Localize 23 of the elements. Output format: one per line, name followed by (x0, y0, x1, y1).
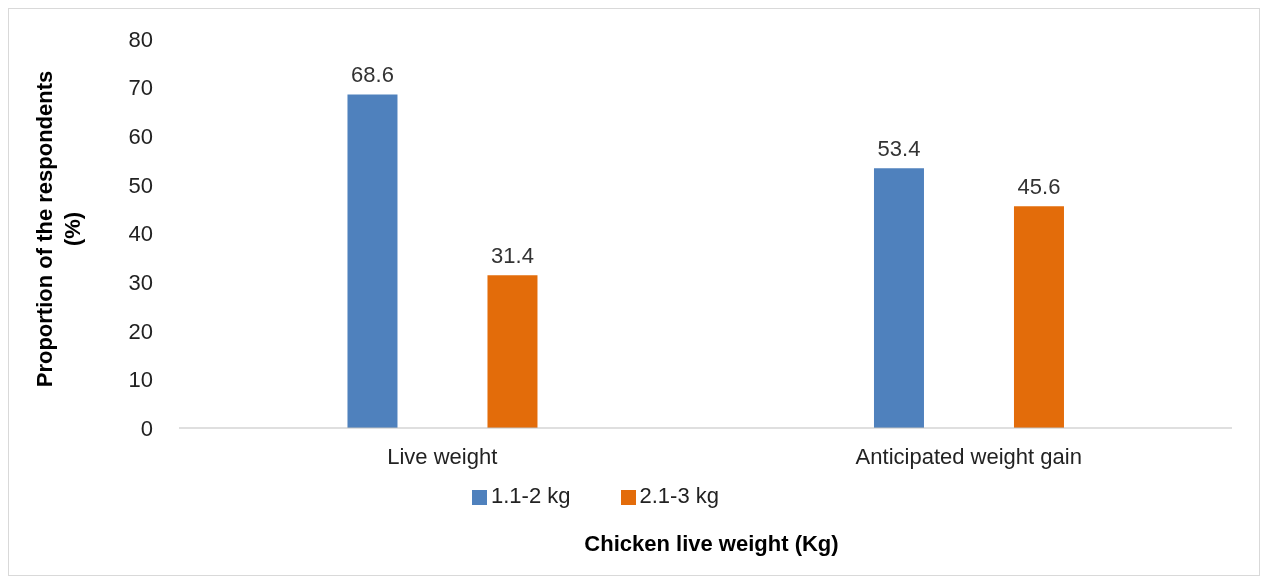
bar (873, 168, 924, 428)
data-label: 68.6 (351, 62, 394, 88)
x-tick-label: Live weight (387, 443, 498, 469)
y-tick-label: 70 (128, 75, 153, 101)
y-tick-label: 0 (140, 415, 153, 441)
data-label: 45.6 (1017, 174, 1061, 200)
x-axis-title: Chicken live weight (Kg) (583, 531, 840, 557)
y-tick-label: 80 (128, 26, 153, 52)
bar (1013, 206, 1064, 428)
y-tick-label: 40 (128, 221, 153, 247)
x-tick-label: Anticipated weight gain (855, 443, 1082, 469)
y-tick-label: 30 (128, 269, 153, 295)
bar (487, 275, 538, 428)
data-label: 31.4 (491, 243, 534, 269)
y-tick-label: 60 (128, 124, 153, 150)
y-tick-label: 50 (128, 172, 153, 198)
data-label: 53.4 (877, 136, 921, 162)
bar (347, 94, 398, 428)
legend-label: 2.1-3 kg (639, 483, 719, 508)
y-axis-title: Proportion of the respondents (%) (31, 69, 86, 390)
y-tick-label: 20 (128, 318, 153, 344)
y-tick-label: 10 (128, 367, 153, 393)
legend-label: 1.1-2 kg (491, 483, 571, 508)
